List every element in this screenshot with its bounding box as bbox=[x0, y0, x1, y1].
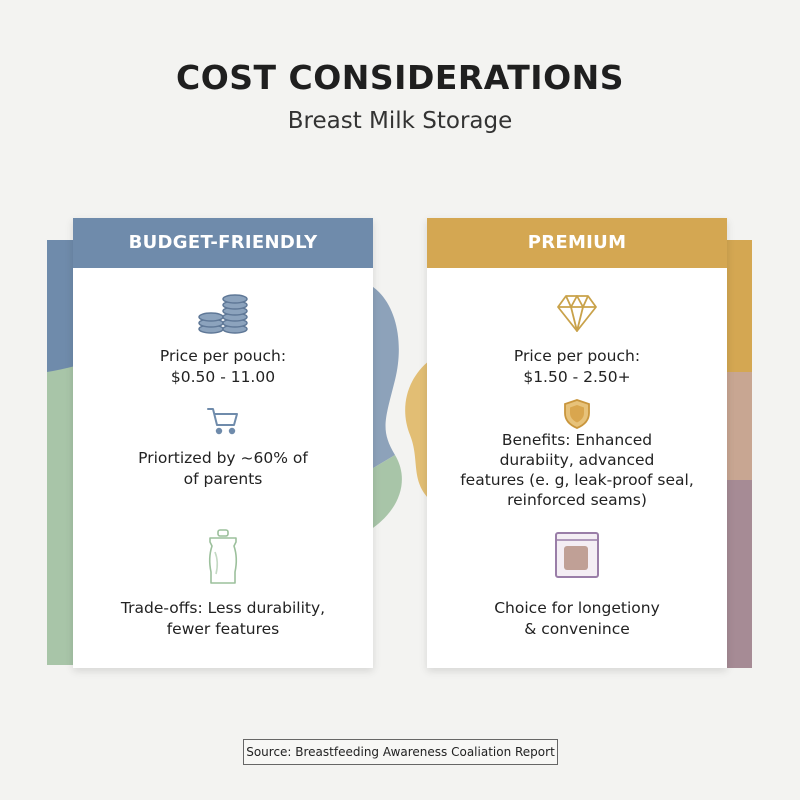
budget-card: BUDGET-FRIENDLY Price per pouch: $0.50 -… bbox=[73, 218, 373, 668]
diamond-icon bbox=[557, 295, 597, 332]
coins-icon bbox=[198, 294, 248, 334]
page-title: COST CONSIDERATIONS bbox=[175, 58, 625, 97]
right-back-panel-tan bbox=[722, 372, 752, 482]
shield-icon bbox=[564, 399, 590, 429]
premium-benefits-line4: reinforced seams) bbox=[507, 491, 647, 509]
left-wave-green bbox=[370, 455, 402, 530]
left-wave-blue bbox=[370, 285, 399, 470]
center-wave-gold bbox=[405, 360, 430, 500]
budget-tradeoff-line2: fewer features bbox=[166, 620, 280, 638]
premium-benefits-line1: Benefits: Enhanced bbox=[501, 431, 653, 449]
budget-priority-line1: Priortized by ~60% of bbox=[138, 449, 308, 467]
premium-pouch-icon bbox=[555, 532, 599, 578]
budget-tradeoff-line1: Trade-offs: Less durability, bbox=[120, 599, 326, 617]
left-back-panel-green bbox=[47, 365, 79, 665]
premium-price-label: Price per pouch: bbox=[513, 347, 641, 365]
page-subtitle: Breast Milk Storage bbox=[287, 108, 513, 134]
right-back-panel-gold bbox=[722, 240, 752, 375]
premium-benefits-line2: durabiity, advanced bbox=[499, 451, 655, 469]
premium-card: PREMIUM Price per pouch: $1.50 - 2.50+ B… bbox=[427, 218, 727, 668]
right-back-panel-mauve bbox=[722, 480, 752, 668]
budget-price-label: Price per pouch: bbox=[159, 347, 287, 365]
premium-choice-line1: Choice for longetiony bbox=[494, 599, 660, 617]
source-citation: Source: Breastfeeding Awareness Coaliati… bbox=[243, 739, 558, 765]
premium-price-value: $1.50 - 2.50+ bbox=[523, 368, 631, 386]
premium-benefits-line3: features (e. g, leak-proof seal, bbox=[460, 471, 694, 489]
budget-card-header: BUDGET-FRIENDLY bbox=[73, 218, 373, 268]
budget-price-value: $0.50 - 11.00 bbox=[170, 368, 276, 386]
premium-card-header: PREMIUM bbox=[427, 218, 727, 268]
storage-pouch-icon bbox=[208, 529, 238, 584]
premium-choice-line2: & convenince bbox=[524, 620, 630, 638]
shopping-cart-icon bbox=[207, 408, 238, 435]
budget-priority-line2: of parents bbox=[183, 470, 263, 488]
